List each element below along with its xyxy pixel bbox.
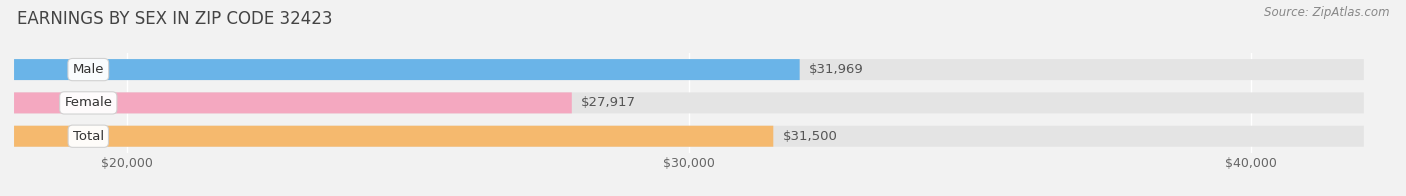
Text: $31,969: $31,969 bbox=[808, 63, 863, 76]
FancyBboxPatch shape bbox=[14, 92, 572, 113]
Text: Male: Male bbox=[73, 63, 104, 76]
FancyBboxPatch shape bbox=[14, 92, 1364, 113]
FancyBboxPatch shape bbox=[14, 59, 800, 80]
FancyBboxPatch shape bbox=[14, 126, 1364, 147]
FancyBboxPatch shape bbox=[14, 59, 1364, 80]
Text: EARNINGS BY SEX IN ZIP CODE 32423: EARNINGS BY SEX IN ZIP CODE 32423 bbox=[17, 10, 332, 28]
Text: Female: Female bbox=[65, 96, 112, 109]
Text: Source: ZipAtlas.com: Source: ZipAtlas.com bbox=[1264, 6, 1389, 19]
FancyBboxPatch shape bbox=[14, 126, 773, 147]
Text: $31,500: $31,500 bbox=[783, 130, 838, 143]
Text: Total: Total bbox=[73, 130, 104, 143]
Text: $27,917: $27,917 bbox=[581, 96, 637, 109]
